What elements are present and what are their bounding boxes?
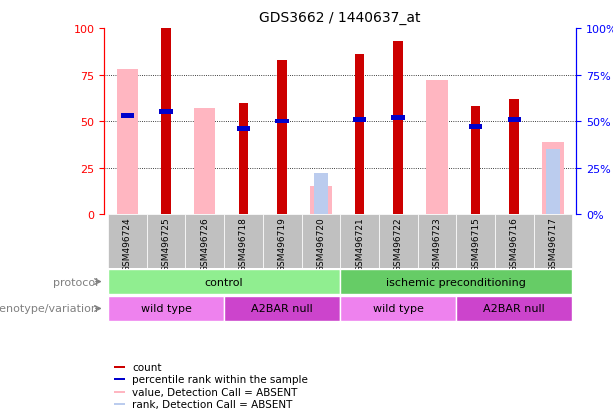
Text: count: count <box>132 362 162 372</box>
Text: wild type: wild type <box>373 304 424 314</box>
Bar <box>113 366 125 368</box>
Bar <box>379 215 417 268</box>
Bar <box>456 215 495 268</box>
Text: rank, Detection Call = ABSENT: rank, Detection Call = ABSENT <box>132 399 292 409</box>
Bar <box>108 270 340 294</box>
Text: GSM496716: GSM496716 <box>510 216 519 271</box>
Text: GSM496724: GSM496724 <box>123 216 132 271</box>
Text: GSM496723: GSM496723 <box>432 216 441 271</box>
Bar <box>113 403 125 405</box>
Bar <box>471 107 481 215</box>
Bar <box>392 116 405 121</box>
Text: GSM496721: GSM496721 <box>355 216 364 271</box>
Bar <box>456 297 573 321</box>
Bar <box>117 70 138 215</box>
Bar <box>353 118 367 122</box>
Text: GSM496722: GSM496722 <box>394 216 403 271</box>
Bar <box>508 118 521 122</box>
Bar <box>108 215 147 268</box>
Bar <box>534 215 573 268</box>
Text: percentile rank within the sample: percentile rank within the sample <box>132 375 308 385</box>
Bar <box>224 297 340 321</box>
Text: GSM496720: GSM496720 <box>316 216 326 271</box>
Text: GSM496725: GSM496725 <box>162 216 170 271</box>
Bar <box>340 297 456 321</box>
Bar <box>275 119 289 124</box>
Bar <box>224 215 263 268</box>
Bar <box>394 42 403 215</box>
Text: A2BAR null: A2BAR null <box>251 304 313 314</box>
Text: protocol: protocol <box>53 277 98 287</box>
Bar <box>340 215 379 268</box>
Bar <box>159 110 173 115</box>
Bar <box>186 215 224 268</box>
Bar <box>509 100 519 215</box>
Bar <box>340 270 573 294</box>
Bar <box>263 215 302 268</box>
Bar <box>161 29 171 215</box>
Text: GSM496719: GSM496719 <box>278 216 287 271</box>
Text: ischemic preconditioning: ischemic preconditioning <box>386 277 526 287</box>
Text: GSM496718: GSM496718 <box>239 216 248 271</box>
Bar <box>302 215 340 268</box>
Bar <box>546 150 560 215</box>
Bar <box>469 125 482 130</box>
Bar <box>147 215 186 268</box>
Bar <box>238 103 248 215</box>
Bar <box>277 60 287 215</box>
Bar <box>495 215 534 268</box>
Text: value, Detection Call = ABSENT: value, Detection Call = ABSENT <box>132 387 298 397</box>
Bar <box>417 215 456 268</box>
Bar <box>355 55 364 215</box>
Bar <box>426 81 447 215</box>
Text: A2BAR null: A2BAR null <box>484 304 545 314</box>
Bar <box>237 127 250 132</box>
Text: control: control <box>205 277 243 287</box>
Bar <box>314 174 327 215</box>
Bar <box>543 142 563 215</box>
Bar <box>310 187 332 215</box>
Bar <box>113 379 125 380</box>
Title: GDS3662 / 1440637_at: GDS3662 / 1440637_at <box>259 11 421 25</box>
Bar <box>113 391 125 393</box>
Bar <box>194 109 215 215</box>
Text: GSM496717: GSM496717 <box>549 216 557 271</box>
Text: genotype/variation: genotype/variation <box>0 304 98 314</box>
Text: wild type: wild type <box>140 304 191 314</box>
Text: GSM496726: GSM496726 <box>200 216 209 271</box>
Text: GSM496715: GSM496715 <box>471 216 480 271</box>
Bar <box>121 114 134 119</box>
Bar <box>108 297 224 321</box>
